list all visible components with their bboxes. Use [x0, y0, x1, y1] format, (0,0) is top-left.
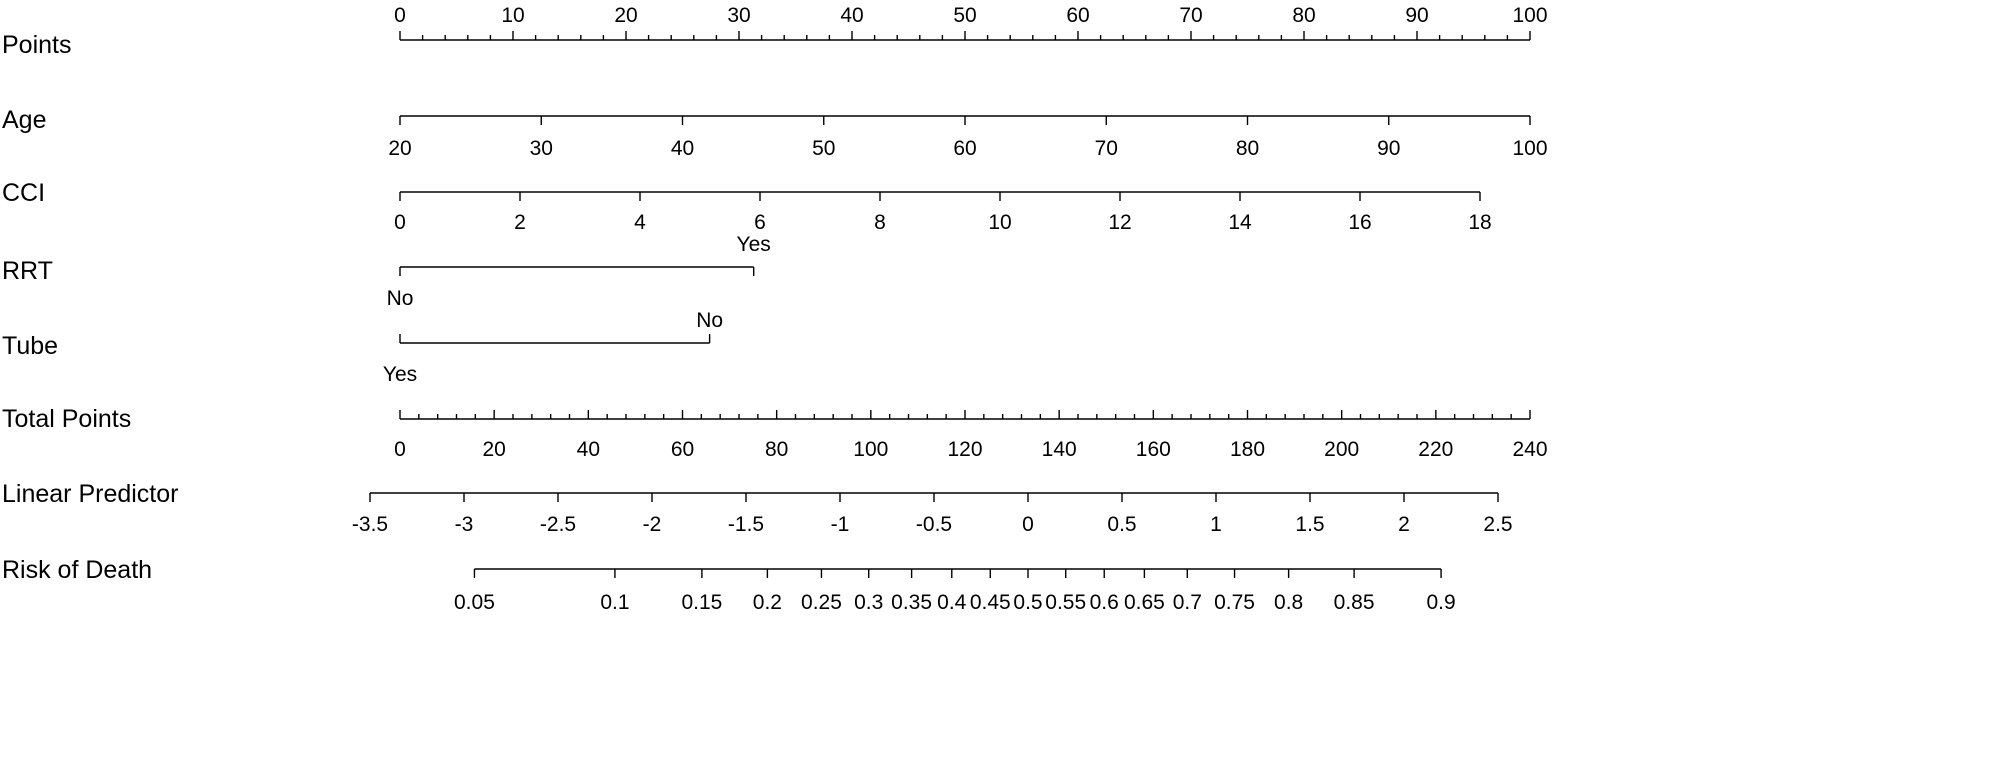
tube-category-label-yes: Yes — [383, 363, 417, 386]
points-tick-label: 0 — [394, 4, 406, 27]
age-tick-label: 100 — [1512, 137, 1547, 160]
risk-of-death-tick-label: 0.4 — [937, 591, 967, 614]
cci-tick-label: 8 — [874, 211, 886, 234]
age-tick-label: 40 — [671, 137, 694, 160]
points-tick-label: 70 — [1179, 4, 1202, 27]
points-label: Points — [2, 31, 71, 59]
total-points-tick-label: 220 — [1418, 438, 1453, 461]
total-points-tick-label: 120 — [947, 438, 982, 461]
risk-of-death-tick-label: 0.6 — [1090, 591, 1119, 614]
risk-of-death-tick-label: 0.35 — [891, 591, 932, 614]
age-tick-label: 60 — [953, 137, 976, 160]
total-points-tick-label: 200 — [1324, 438, 1359, 461]
total-points-tick-label: 20 — [482, 438, 505, 461]
risk-of-death-tick-label: 0.45 — [970, 591, 1011, 614]
risk-of-death-tick-label: 0.2 — [753, 591, 782, 614]
total-points-label: Total Points — [2, 405, 131, 433]
points-tick-label: 100 — [1512, 4, 1547, 27]
risk-of-death-tick-label: 0.55 — [1045, 591, 1086, 614]
linear-predictor-label: Linear Predictor — [2, 480, 178, 508]
age-tick-label: 50 — [812, 137, 835, 160]
points-tick-label: 90 — [1405, 4, 1428, 27]
age-tick-label: 30 — [530, 137, 553, 160]
risk-of-death-label: Risk of Death — [2, 556, 152, 584]
total-points-tick-label: 140 — [1042, 438, 1077, 461]
risk-of-death-tick-label: 0.5 — [1013, 591, 1042, 614]
risk-of-death-tick-label: 0.15 — [681, 591, 722, 614]
age-tick-label: 70 — [1095, 137, 1118, 160]
tube-category-label-no: No — [696, 309, 723, 332]
risk-of-death-tick-label: 0.8 — [1274, 591, 1303, 614]
points-tick-label: 80 — [1292, 4, 1315, 27]
total-points-tick-label: 80 — [765, 438, 788, 461]
risk-of-death-tick-label: 0.65 — [1124, 591, 1165, 614]
linear-predictor-tick-label: 0.5 — [1107, 513, 1136, 536]
risk-of-death-tick-label: 0.25 — [801, 591, 842, 614]
points-tick-label: 10 — [501, 4, 524, 27]
cci-tick-label: 10 — [988, 211, 1011, 234]
age-label: Age — [2, 106, 46, 134]
linear-predictor-tick-label: 2 — [1398, 513, 1410, 536]
risk-of-death-tick-label: 0.7 — [1173, 591, 1202, 614]
points-tick-label: 30 — [727, 4, 750, 27]
risk-of-death-tick-label: 0.05 — [454, 591, 495, 614]
risk-of-death-tick-label: 0.85 — [1334, 591, 1375, 614]
linear-predictor-tick-label: -3.5 — [352, 513, 388, 536]
rrt-category-label-no: No — [387, 287, 414, 310]
risk-of-death-tick-label: 0.75 — [1214, 591, 1255, 614]
rrt-label: RRT — [2, 257, 53, 285]
cci-tick-label: 16 — [1348, 211, 1371, 234]
cci-tick-label: 14 — [1228, 211, 1252, 234]
linear-predictor-tick-label: -0.5 — [916, 513, 952, 536]
total-points-tick-label: 180 — [1230, 438, 1265, 461]
cci-tick-label: 4 — [634, 211, 646, 234]
risk-of-death-tick-label: 0.3 — [854, 591, 883, 614]
cci-tick-label: 2 — [514, 211, 526, 234]
age-tick-label: 80 — [1236, 137, 1259, 160]
total-points-tick-label: 160 — [1136, 438, 1171, 461]
linear-predictor-tick-label: 2.5 — [1483, 513, 1512, 536]
risk-of-death-tick-label: 0.1 — [600, 591, 629, 614]
age-tick-label: 20 — [388, 137, 411, 160]
linear-predictor-tick-label: 0 — [1022, 513, 1034, 536]
tube-label: Tube — [2, 332, 58, 360]
cci-tick-label: 6 — [754, 211, 766, 234]
total-points-tick-label: 100 — [853, 438, 888, 461]
linear-predictor-tick-label: -3 — [455, 513, 474, 536]
linear-predictor-tick-label: -1.5 — [728, 513, 764, 536]
total-points-tick-label: 60 — [671, 438, 694, 461]
linear-predictor-tick-label: 1 — [1210, 513, 1222, 536]
cci-tick-label: 12 — [1108, 211, 1131, 234]
cci-label: CCI — [2, 179, 45, 207]
linear-predictor-tick-label: 1.5 — [1295, 513, 1324, 536]
total-points-tick-label: 0 — [394, 438, 406, 461]
total-points-tick-label: 240 — [1512, 438, 1547, 461]
age-tick-label: 90 — [1377, 137, 1400, 160]
points-tick-label: 50 — [953, 4, 976, 27]
points-tick-label: 60 — [1066, 4, 1089, 27]
risk-of-death-tick-label: 0.9 — [1426, 591, 1455, 614]
points-tick-label: 40 — [840, 4, 863, 27]
cci-tick-label: 18 — [1468, 211, 1491, 234]
total-points-tick-label: 40 — [577, 438, 600, 461]
linear-predictor-tick-label: -1 — [831, 513, 850, 536]
linear-predictor-tick-label: -2.5 — [540, 513, 576, 536]
linear-predictor-tick-label: -2 — [643, 513, 662, 536]
rrt-category-label-yes: Yes — [737, 233, 771, 256]
cci-tick-label: 0 — [394, 211, 406, 234]
points-tick-label: 20 — [614, 4, 637, 27]
